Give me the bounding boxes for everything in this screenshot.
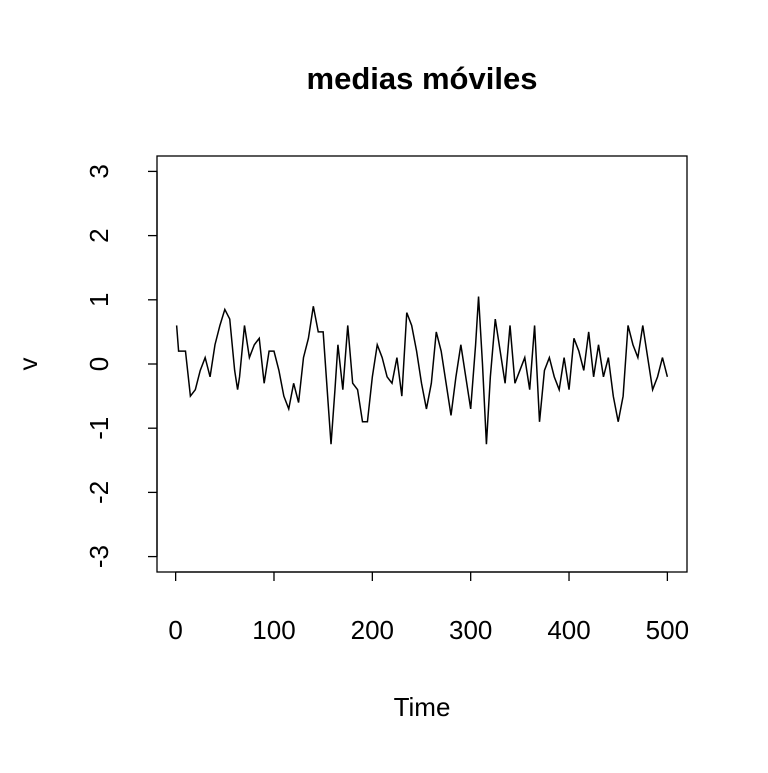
x-tick-label: 200	[351, 615, 394, 645]
x-tick-label: 300	[449, 615, 492, 645]
y-tick-label: 2	[84, 228, 114, 242]
x-tick-label: 0	[168, 615, 182, 645]
y-axis-label: v	[13, 358, 43, 371]
x-tick-label: 500	[646, 615, 689, 645]
y-tick-label: 0	[84, 357, 114, 371]
series-line	[175, 296, 669, 445]
x-tick-label: 100	[252, 615, 295, 645]
y-tick-label: -1	[84, 417, 114, 440]
y-tick-label: 3	[84, 164, 114, 178]
y-tick-label: 1	[84, 293, 114, 307]
x-tick-label: 400	[547, 615, 590, 645]
y-tick-label: -3	[84, 545, 114, 568]
chart-title: medias móviles	[307, 61, 538, 96]
y-tick-label: -2	[84, 481, 114, 504]
x-axis-label: Time	[394, 692, 451, 722]
